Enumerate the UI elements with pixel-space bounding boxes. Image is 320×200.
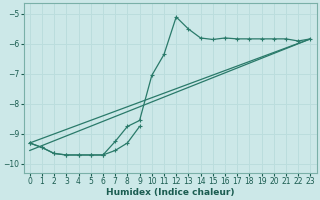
- X-axis label: Humidex (Indice chaleur): Humidex (Indice chaleur): [106, 188, 234, 197]
